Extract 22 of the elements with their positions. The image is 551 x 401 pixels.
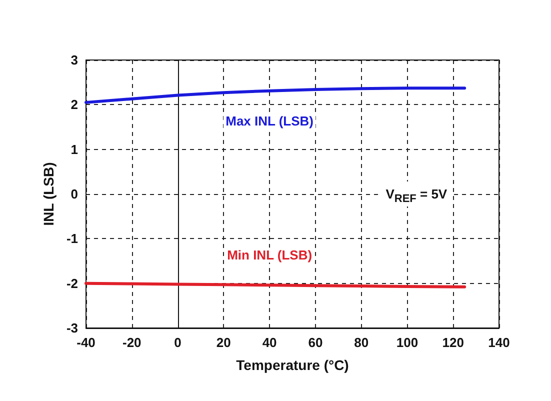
- y-tick-label: -2: [66, 276, 78, 291]
- series-label: Min INL (LSB): [227, 248, 312, 263]
- x-axis-title: Temperature (°C): [236, 357, 349, 373]
- y-tick-label: -1: [66, 231, 78, 246]
- x-tick-label: 140: [488, 335, 510, 350]
- y-tick-label: -3: [66, 320, 78, 336]
- x-tick-label: 40: [262, 335, 277, 350]
- x-tick-label: 80: [354, 335, 369, 350]
- series-label: Max INL (LSB): [226, 113, 314, 128]
- x-tick-label: -20: [122, 335, 142, 350]
- x-tick-label: 0: [174, 335, 182, 350]
- y-tick-label: 0: [70, 186, 78, 202]
- x-tick-label: 20: [216, 335, 231, 350]
- y-tick-label: 3: [70, 52, 78, 68]
- y-axis-title: INL (LSB): [40, 162, 57, 226]
- x-tick-label: 100: [396, 335, 418, 350]
- x-tick-label: -40: [76, 335, 96, 350]
- y-tick-label: 2: [70, 97, 78, 112]
- x-tick-label: 120: [442, 335, 464, 350]
- x-tick-label: 60: [308, 335, 323, 350]
- y-tick-label: 1: [70, 142, 78, 157]
- line-series: [84, 86, 466, 104]
